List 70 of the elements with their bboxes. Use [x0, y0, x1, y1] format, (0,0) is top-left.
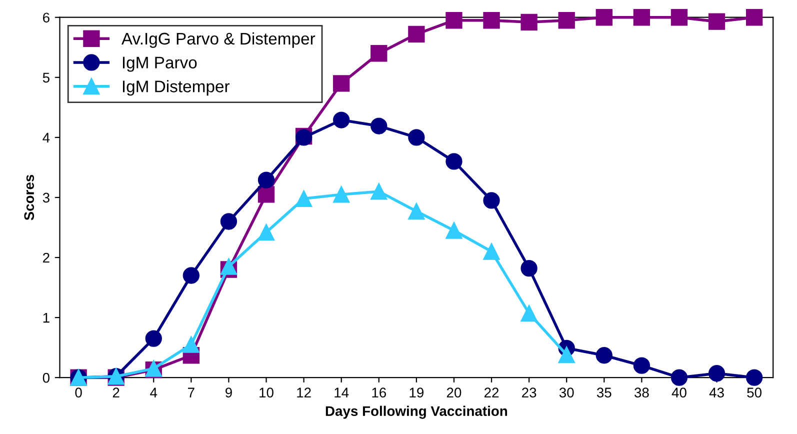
point: [520, 305, 538, 322]
x-tick-label: 22: [484, 388, 499, 398]
point: [370, 118, 388, 134]
point: [558, 12, 575, 29]
x-tick-label: 16: [372, 388, 386, 398]
x-tick-label: 40: [672, 388, 686, 398]
point: [446, 153, 462, 170]
y-tick-label: 4: [42, 132, 50, 142]
point: [370, 183, 388, 200]
point: [258, 172, 275, 188]
point: [520, 14, 538, 30]
point: [446, 222, 462, 239]
x-tick-label: 7: [188, 388, 194, 398]
legend-label: IgM Distemper: [122, 80, 230, 96]
x-tick-label: 43: [709, 388, 724, 398]
x-tick-label: 20: [446, 388, 462, 398]
legend-label: Av.IgG Parvo & Distemper: [121, 32, 316, 48]
point: [182, 336, 200, 353]
x-tick-label: 14: [334, 388, 349, 398]
point: [520, 260, 538, 277]
point: [596, 9, 612, 26]
point: [746, 9, 763, 26]
x-axis-title: Days Following Vaccination: [326, 406, 508, 419]
point: [408, 202, 425, 220]
x-tick-label: 38: [634, 388, 649, 398]
y-tick-label: 1: [43, 313, 50, 323]
y-tick-label: 6: [43, 12, 50, 23]
point: [333, 186, 350, 203]
point: [220, 213, 238, 230]
point: [596, 347, 612, 364]
point: [182, 267, 200, 284]
point: [295, 190, 312, 208]
x-tick-label: 9: [226, 388, 232, 398]
point: [670, 369, 688, 386]
y-axis-title: Scores: [24, 174, 34, 220]
point: [708, 13, 726, 30]
point: [370, 45, 388, 62]
point: [220, 258, 238, 275]
x-tick-label: 50: [747, 388, 762, 398]
x-tick-label: 2: [112, 388, 120, 398]
point: [746, 369, 763, 386]
point: [333, 112, 350, 128]
point: [408, 26, 425, 43]
x-tick-label: 12: [297, 388, 311, 398]
x-tick-label: 4: [150, 388, 158, 398]
x-tick-label: 30: [559, 388, 574, 398]
point: [633, 9, 650, 26]
point: [670, 9, 688, 26]
point: [483, 243, 500, 260]
point: [258, 186, 275, 203]
point: [558, 346, 575, 364]
point: [446, 12, 462, 29]
x-tick-label: 10: [260, 388, 274, 398]
point: [408, 129, 425, 146]
point: [333, 75, 350, 92]
y-tick-label: 5: [42, 72, 50, 83]
legend-label: IgM Parvo: [122, 56, 197, 72]
y-tick-label: 2: [43, 252, 50, 263]
point: [633, 357, 650, 374]
x-tick-label: 35: [596, 388, 612, 398]
y-tick-label: 0: [42, 372, 50, 383]
point: [708, 365, 726, 382]
point: [145, 330, 162, 347]
point: [483, 12, 500, 29]
y-tick-label: 3: [42, 192, 50, 203]
point: [258, 224, 275, 241]
x-tick-label: 0: [75, 388, 82, 398]
x-tick-label: 23: [522, 388, 536, 398]
x-tick-label: 19: [410, 388, 424, 398]
point: [483, 192, 500, 209]
